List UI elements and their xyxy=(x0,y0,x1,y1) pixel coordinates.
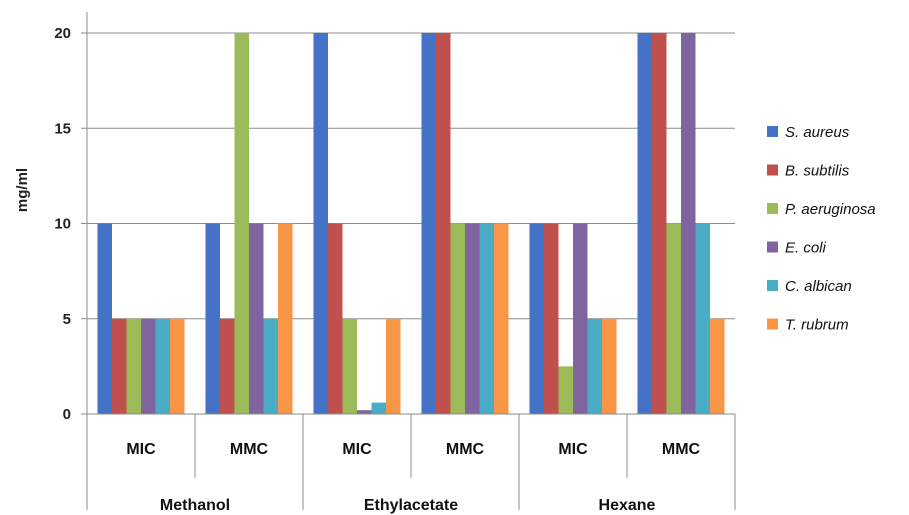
bar xyxy=(170,318,185,414)
bar xyxy=(494,223,509,414)
x-category-label: MIC xyxy=(342,441,372,458)
bar xyxy=(421,33,436,414)
x-category-label: MMC xyxy=(446,441,485,458)
y-tick-label: 0 xyxy=(63,406,71,423)
legend-label: S. aureus xyxy=(785,124,850,141)
bar xyxy=(573,223,588,414)
legend-label: B. subtilis xyxy=(785,163,850,180)
bar xyxy=(602,318,617,414)
bar xyxy=(695,223,710,414)
bar xyxy=(97,223,112,414)
bar xyxy=(681,33,696,414)
y-axis-label: mg/ml xyxy=(14,168,31,212)
x-group-label: Hexane xyxy=(599,497,656,514)
bar xyxy=(386,318,401,414)
legend-label: T. rubrum xyxy=(785,317,849,334)
legend-label: E. coli xyxy=(785,240,827,257)
legend-swatch xyxy=(767,241,778,253)
y-tick-label: 20 xyxy=(54,25,71,42)
bar xyxy=(205,223,220,414)
x-category-label: MIC xyxy=(126,441,156,458)
legend: S. aureus B. subtilis P. aeruginosa E. coli… xyxy=(767,124,876,334)
bar xyxy=(112,318,127,414)
bar xyxy=(371,402,386,414)
bar xyxy=(357,410,372,414)
bar xyxy=(558,366,573,414)
x-category-label: MMC xyxy=(662,441,701,458)
legend-swatch xyxy=(767,203,778,214)
x-group-label: Ethylacetate xyxy=(364,497,458,514)
bar xyxy=(126,318,141,414)
bar xyxy=(529,223,544,414)
legend-swatch xyxy=(767,126,778,137)
bar xyxy=(450,223,465,414)
bar xyxy=(234,33,249,414)
legend-swatch xyxy=(767,280,778,291)
bar xyxy=(710,318,725,414)
grid-lines xyxy=(87,32,735,320)
bar xyxy=(666,223,681,414)
bar xyxy=(141,318,156,414)
bar xyxy=(249,223,264,414)
bar xyxy=(479,223,494,414)
bar xyxy=(278,223,293,414)
x-group-label: Methanol xyxy=(160,497,230,514)
bar xyxy=(313,33,328,414)
bar xyxy=(587,318,602,414)
legend-swatch xyxy=(767,164,778,176)
bar xyxy=(465,223,480,414)
y-tick-label: 5 xyxy=(63,311,71,328)
bar xyxy=(652,33,667,414)
legend-label: C. albican xyxy=(785,278,852,295)
bar xyxy=(342,318,357,414)
legend-swatch xyxy=(767,318,778,330)
axes: 0 5 10 15 20 MIC MMC MIC MMC MIC MMC Methanol Ethyla… xyxy=(54,12,736,514)
bar xyxy=(436,33,451,414)
bar xyxy=(637,33,652,414)
x-category-label: MIC xyxy=(558,441,588,458)
bars xyxy=(97,33,725,414)
bar xyxy=(328,223,343,414)
legend-label: P. aeruginosa xyxy=(785,201,876,218)
y-tick-label: 15 xyxy=(54,120,71,137)
bar xyxy=(220,318,235,414)
bar xyxy=(544,223,559,414)
y-tick-label: 10 xyxy=(54,216,71,233)
bar xyxy=(155,318,170,414)
x-category-label: MMC xyxy=(230,441,269,458)
bar xyxy=(263,318,278,414)
